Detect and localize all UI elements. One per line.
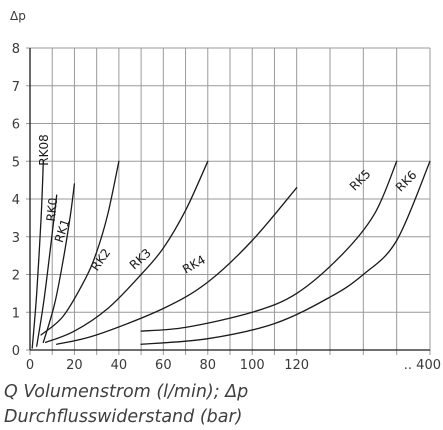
axes <box>29 48 430 351</box>
series-label-rk08: RK08 <box>37 134 51 165</box>
x-tick-label-4: 80 <box>200 358 217 373</box>
series-line-rk2 <box>40 160 120 336</box>
x-tick-label-7: .. 400 <box>404 358 441 373</box>
y-tick-label-8: 8 <box>12 42 20 57</box>
y-tick-label-5: 5 <box>12 155 20 170</box>
curves <box>31 160 431 349</box>
series-line-rk6 <box>140 160 431 345</box>
grid <box>26 47 431 355</box>
y-tick-label-6: 6 <box>12 118 20 133</box>
series-label-rk3: RK3 <box>127 246 154 272</box>
caption-line-1: Q Volumenstrom (l/min); Δp <box>4 382 249 402</box>
y-tick-label-4: 4 <box>12 193 20 208</box>
y-axis-label: Δp <box>10 9 26 23</box>
y-tick-label-0: 0 <box>12 344 20 359</box>
series-line-rk5 <box>140 160 398 332</box>
caption-line-2: Durchflusswiderstand (bar) <box>4 407 243 427</box>
series-line-rk08 <box>31 160 44 349</box>
series-line-rk0 <box>36 194 58 347</box>
x-tick-label-2: 40 <box>111 358 128 373</box>
x-tick-label-1: 20 <box>66 358 83 373</box>
x-tick-label-6: 120 <box>284 358 309 373</box>
series-label-rk2: RK2 <box>88 246 113 274</box>
y-tick-label-3: 3 <box>12 231 20 246</box>
series-line-rk4 <box>56 187 298 345</box>
series-label-rk0: RK0 <box>44 197 60 222</box>
x-tick-label-0: 0 <box>26 358 34 373</box>
y-tick-label-1: 1 <box>12 306 20 321</box>
series-label-rk4: RK4 <box>180 253 208 277</box>
x-tick-label-3: 60 <box>155 358 172 373</box>
y-tick-label-7: 7 <box>12 80 20 95</box>
series-line-rk1 <box>42 183 76 344</box>
chart-caption: Q Volumenstrom (l/min); Δp Durchflusswid… <box>4 380 440 430</box>
series-line-rk3 <box>44 160 209 344</box>
series-label-rk5: RK5 <box>347 167 374 194</box>
y-tick-label-2: 2 <box>12 269 20 284</box>
x-tick-label-5: 100 <box>240 358 265 373</box>
